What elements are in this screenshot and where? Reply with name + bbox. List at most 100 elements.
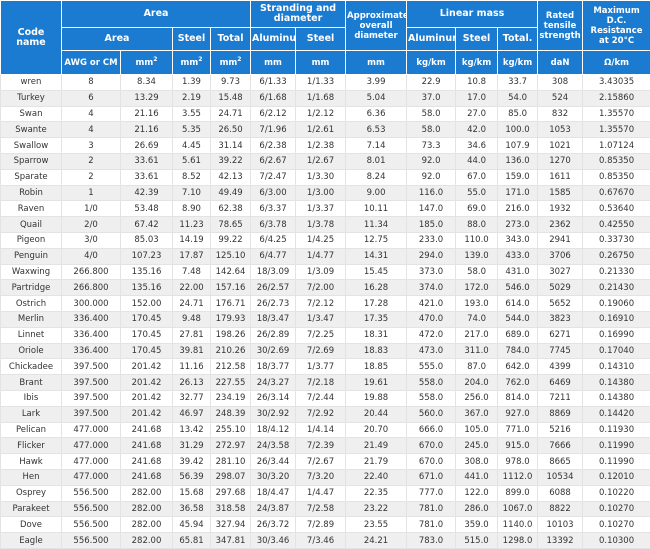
cell-awg: 556.500	[62, 517, 121, 533]
cell-stranding-steel: 7/2.44	[296, 390, 346, 406]
cell-area-steel: 36.58	[173, 501, 211, 517]
cell-area-total: 157.16	[211, 280, 251, 296]
cell-mass-aluminum: 147.0	[407, 201, 456, 217]
cell-mass-steel: 441.0	[456, 469, 498, 485]
cell-mass-aluminum: 92.0	[407, 153, 456, 169]
header-area-steel: Steel	[173, 28, 211, 51]
cell-dc-resistance: 0.19060	[583, 296, 650, 312]
cell-area-total: 297.68	[211, 485, 251, 501]
cell-code-name: Brant	[1, 375, 62, 391]
unit-mm2-base: mm	[181, 58, 199, 68]
cell-stranding-aluminum: 26/2.89	[251, 327, 296, 343]
cell-area-steel: 3.55	[173, 106, 211, 122]
cell-awg: 477.000	[62, 469, 121, 485]
cell-dc-resistance: 0.26750	[583, 248, 650, 264]
cell-mass-aluminum: 294.0	[407, 248, 456, 264]
cell-stranding-aluminum: 6/3.37	[251, 201, 296, 217]
unit-mm2-sup: 2	[198, 56, 202, 63]
header-code-name: Code name	[1, 1, 62, 75]
cell-mass-aluminum: 671.0	[407, 469, 456, 485]
cell-dc-resistance: 0.10300	[583, 533, 650, 549]
cell-mass-aluminum: 373.0	[407, 264, 456, 280]
cell-dc-resistance: 1.35570	[583, 122, 650, 138]
cell-stranding-steel: 1/3.47	[296, 311, 346, 327]
cell-code-name: Waxwing	[1, 264, 62, 280]
cell-area-aluminum: 241.68	[121, 469, 173, 485]
cell-tensile-strength: 8665	[538, 454, 583, 470]
cell-area-steel: 26.13	[173, 375, 211, 391]
cell-stranding-aluminum: 30/2.92	[251, 406, 296, 422]
unit-mm-aluminum: mm	[251, 51, 296, 75]
header-approx-line3: diameter	[354, 31, 397, 41]
cell-stranding-steel: 7/2.92	[296, 406, 346, 422]
cell-code-name: Lark	[1, 406, 62, 422]
cell-mass-aluminum: 783.0	[407, 533, 456, 549]
cell-area-aluminum: 282.00	[121, 533, 173, 549]
cell-diameter: 16.28	[346, 280, 407, 296]
cell-code-name: Hawk	[1, 454, 62, 470]
cell-mass-total: 216.0	[498, 201, 538, 217]
cell-awg: 1	[62, 185, 121, 201]
cell-area-aluminum: 201.42	[121, 359, 173, 375]
cell-mass-total: 136.0	[498, 153, 538, 169]
cell-mass-steel: 87.0	[456, 359, 498, 375]
cell-awg: 2	[62, 169, 121, 185]
cell-mass-steel: 69.0	[456, 201, 498, 217]
cell-dc-resistance: 0.67670	[583, 185, 650, 201]
cell-area-total: 125.10	[211, 248, 251, 264]
cell-tensile-strength: 6271	[538, 327, 583, 343]
cell-mass-aluminum: 116.0	[407, 185, 456, 201]
cell-stranding-aluminum: 6/2.67	[251, 153, 296, 169]
cell-mass-total: 33.7	[498, 75, 538, 91]
cell-area-total: 15.48	[211, 90, 251, 106]
cell-diameter: 9.00	[346, 185, 407, 201]
cell-mass-aluminum: 185.0	[407, 217, 456, 233]
cell-diameter: 12.75	[346, 232, 407, 248]
header-rated-line1: Rated	[546, 11, 574, 21]
cell-awg: 397.500	[62, 406, 121, 422]
cell-code-name: Swan	[1, 106, 62, 122]
unit-mm2-sup: 2	[153, 56, 157, 63]
cell-area-total: 272.97	[211, 438, 251, 454]
cell-tensile-strength: 8869	[538, 406, 583, 422]
cell-mass-aluminum: 421.0	[407, 296, 456, 312]
cell-diameter: 23.55	[346, 517, 407, 533]
cell-area-aluminum: 201.42	[121, 375, 173, 391]
cell-tensile-strength: 3027	[538, 264, 583, 280]
cell-area-total: 39.22	[211, 153, 251, 169]
cell-area-aluminum: 13.29	[121, 90, 173, 106]
cell-stranding-aluminum: 18/4.12	[251, 422, 296, 438]
cell-tensile-strength: 8822	[538, 501, 583, 517]
cell-code-name: Ostrich	[1, 296, 62, 312]
cell-code-name: Turkey	[1, 90, 62, 106]
cell-area-total: 198.26	[211, 327, 251, 343]
cell-awg: 397.500	[62, 390, 121, 406]
cell-area-steel: 11.16	[173, 359, 211, 375]
cell-mass-steel: 122.0	[456, 485, 498, 501]
cell-stranding-steel: 1/3.37	[296, 201, 346, 217]
cell-diameter: 24.21	[346, 533, 407, 549]
cell-mass-aluminum: 666.0	[407, 422, 456, 438]
cell-mass-steel: 10.8	[456, 75, 498, 91]
cell-area-steel: 7.10	[173, 185, 211, 201]
cell-stranding-steel: 1/2.12	[296, 106, 346, 122]
cell-awg: 266.800	[62, 280, 121, 296]
cell-tensile-strength: 1270	[538, 153, 583, 169]
cell-diameter: 18.83	[346, 343, 407, 359]
cell-awg: 3	[62, 138, 121, 154]
cell-diameter: 23.22	[346, 501, 407, 517]
cell-area-total: 49.49	[211, 185, 251, 201]
cell-mass-total: 899.0	[498, 485, 538, 501]
cell-area-total: 42.13	[211, 169, 251, 185]
cell-diameter: 20.70	[346, 422, 407, 438]
header-max-line4: at 20°C	[599, 36, 634, 46]
